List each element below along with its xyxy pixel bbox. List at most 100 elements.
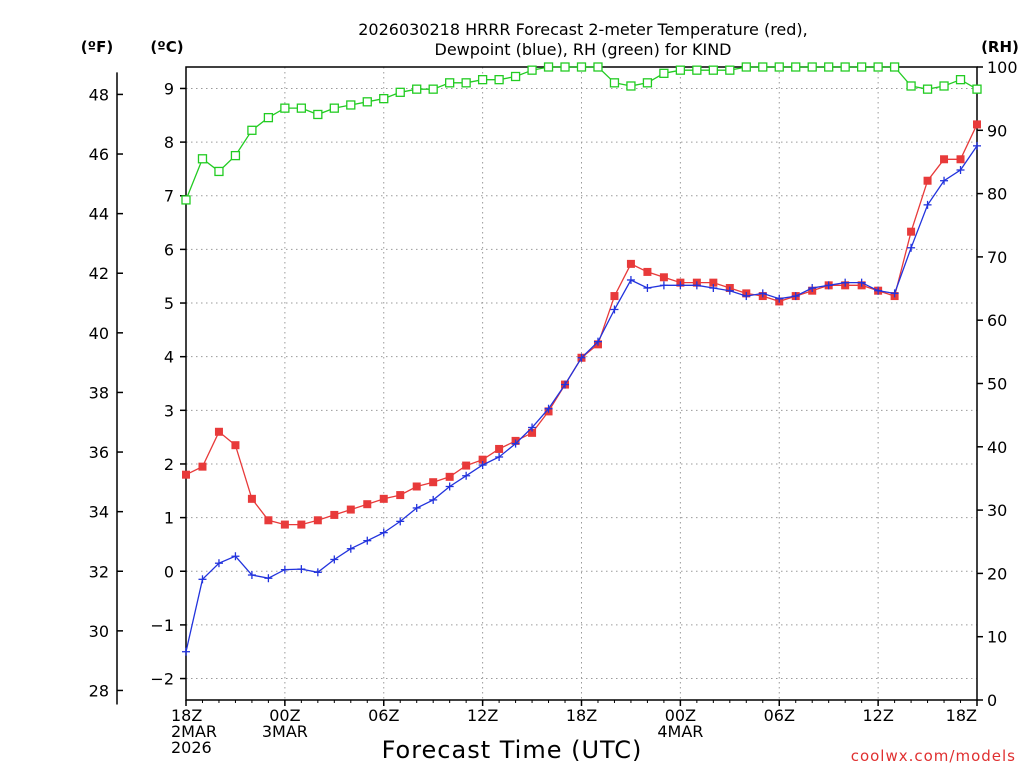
rh-point bbox=[708, 65, 718, 75]
rh-point bbox=[412, 84, 422, 94]
dewpoint-point bbox=[923, 200, 932, 209]
fahrenheit-tick-label: 34 bbox=[89, 503, 109, 522]
celsius-tick-label: 6 bbox=[164, 240, 174, 259]
dewpoint-point bbox=[528, 423, 537, 432]
rh-tick-label: 0 bbox=[987, 691, 997, 710]
rh-point bbox=[379, 94, 389, 104]
rh-point bbox=[758, 62, 768, 72]
rh-point bbox=[741, 62, 751, 72]
temperature-point bbox=[940, 155, 949, 164]
x-tick-label-line: 2MAR bbox=[171, 722, 217, 741]
temperature-point bbox=[626, 259, 635, 268]
rh-point bbox=[955, 75, 966, 85]
dewpoint-point bbox=[593, 337, 602, 346]
rh-point bbox=[922, 84, 933, 94]
celsius-unit-label: (ºC) bbox=[150, 38, 183, 56]
rh-point bbox=[840, 62, 850, 72]
temperature-point bbox=[923, 176, 932, 185]
dewpoint-point bbox=[346, 544, 355, 553]
temperature-point bbox=[198, 462, 207, 471]
x-tick-label: 18Z 2MAR 2026 bbox=[171, 706, 217, 757]
fahrenheit-tick-label: 48 bbox=[89, 85, 109, 104]
rh-point bbox=[824, 62, 834, 72]
rh-point bbox=[428, 84, 438, 94]
temperature-point bbox=[429, 478, 438, 487]
x-tick-label: 00Z 4MAR bbox=[657, 706, 703, 741]
rh-point bbox=[725, 65, 735, 75]
x-tick-label-line: 3MAR bbox=[262, 722, 308, 741]
dewpoint-point bbox=[495, 452, 504, 461]
celsius-tick-label: −1 bbox=[150, 616, 174, 635]
temperature-point bbox=[495, 444, 504, 453]
x-tick-label: 00Z 3MAR bbox=[262, 706, 308, 741]
dewpoint-point bbox=[561, 380, 570, 389]
x-tick-label-line: 06Z bbox=[764, 706, 795, 725]
rh-point bbox=[461, 78, 471, 88]
dewpoint-point bbox=[857, 278, 866, 287]
rh-point bbox=[626, 81, 636, 91]
rh-point bbox=[230, 150, 241, 161]
rh-tick-label: 60 bbox=[987, 311, 1007, 330]
dewpoint-point bbox=[610, 305, 619, 314]
dewpoint-point bbox=[725, 286, 734, 295]
dewpoint-point bbox=[890, 289, 899, 298]
dewpoint-point bbox=[297, 565, 306, 574]
rh-point bbox=[197, 154, 208, 164]
dewpoint-point bbox=[429, 495, 438, 504]
dewpoint-point bbox=[231, 552, 240, 561]
dewpoint-point bbox=[742, 292, 751, 301]
dewpoint-point bbox=[808, 284, 817, 293]
rh-point bbox=[329, 103, 339, 113]
temperature-point bbox=[297, 520, 306, 529]
dewpoint-point bbox=[758, 289, 767, 298]
dewpoint-point bbox=[940, 176, 949, 185]
temperature-point bbox=[973, 120, 981, 129]
rh-point bbox=[527, 65, 537, 75]
temperature-point bbox=[643, 267, 652, 276]
celsius-tick-label: 2 bbox=[164, 455, 174, 474]
rh-point bbox=[280, 103, 290, 113]
dewpoint-point bbox=[659, 281, 668, 290]
temperature-point bbox=[379, 494, 388, 503]
x-tick-label: 06Z bbox=[764, 706, 795, 725]
temperature-point bbox=[247, 494, 256, 503]
rh-tick-label: 90 bbox=[987, 121, 1007, 140]
rh-tick-label: 70 bbox=[987, 248, 1007, 267]
rh-point bbox=[263, 112, 274, 123]
celsius-tick-label: 4 bbox=[164, 348, 174, 367]
x-tick-label-line: 18Z bbox=[566, 706, 597, 725]
dewpoint-point bbox=[956, 165, 965, 174]
rh-tick-label: 10 bbox=[987, 628, 1007, 647]
fahrenheit-tick-label: 46 bbox=[89, 145, 109, 164]
rh-point bbox=[445, 78, 455, 88]
x-tick-label: 12Z bbox=[862, 706, 893, 725]
rh-point bbox=[477, 75, 488, 85]
dewpoint-point bbox=[577, 353, 586, 362]
celsius-tick-label: −2 bbox=[150, 670, 174, 689]
rh-point bbox=[494, 75, 504, 85]
fahrenheit-unit-label: (ºF) bbox=[81, 38, 113, 56]
fahrenheit-tick-label: 40 bbox=[89, 324, 109, 343]
fahrenheit-tick-label: 28 bbox=[89, 681, 109, 700]
rh-point bbox=[346, 100, 356, 110]
tick-labels: −2−1012345678928303234363840424446480102… bbox=[89, 58, 1018, 757]
dewpoint-point bbox=[626, 275, 635, 284]
celsius-tick-label: 5 bbox=[164, 294, 174, 313]
rh-tick-label: 50 bbox=[987, 375, 1007, 394]
dewpoint-point bbox=[214, 559, 223, 568]
rh-point bbox=[642, 78, 653, 88]
dewpoint-point bbox=[396, 517, 405, 526]
fahrenheit-tick-label: 30 bbox=[89, 622, 109, 641]
rh-point bbox=[247, 125, 257, 135]
dewpoint-point bbox=[709, 284, 718, 293]
dewpoint-point bbox=[907, 243, 916, 252]
dewpoint-point bbox=[412, 503, 421, 512]
x-tick-label-line: 00Z bbox=[269, 706, 300, 725]
rh-point bbox=[313, 109, 323, 120]
temperature-point bbox=[412, 482, 421, 491]
chart-title-line2: Dewpoint (blue), RH (green) for KIND bbox=[435, 40, 732, 59]
rh-point bbox=[576, 62, 587, 72]
x-tick-label: 12Z bbox=[467, 706, 498, 725]
dewpoint-point bbox=[264, 574, 273, 583]
